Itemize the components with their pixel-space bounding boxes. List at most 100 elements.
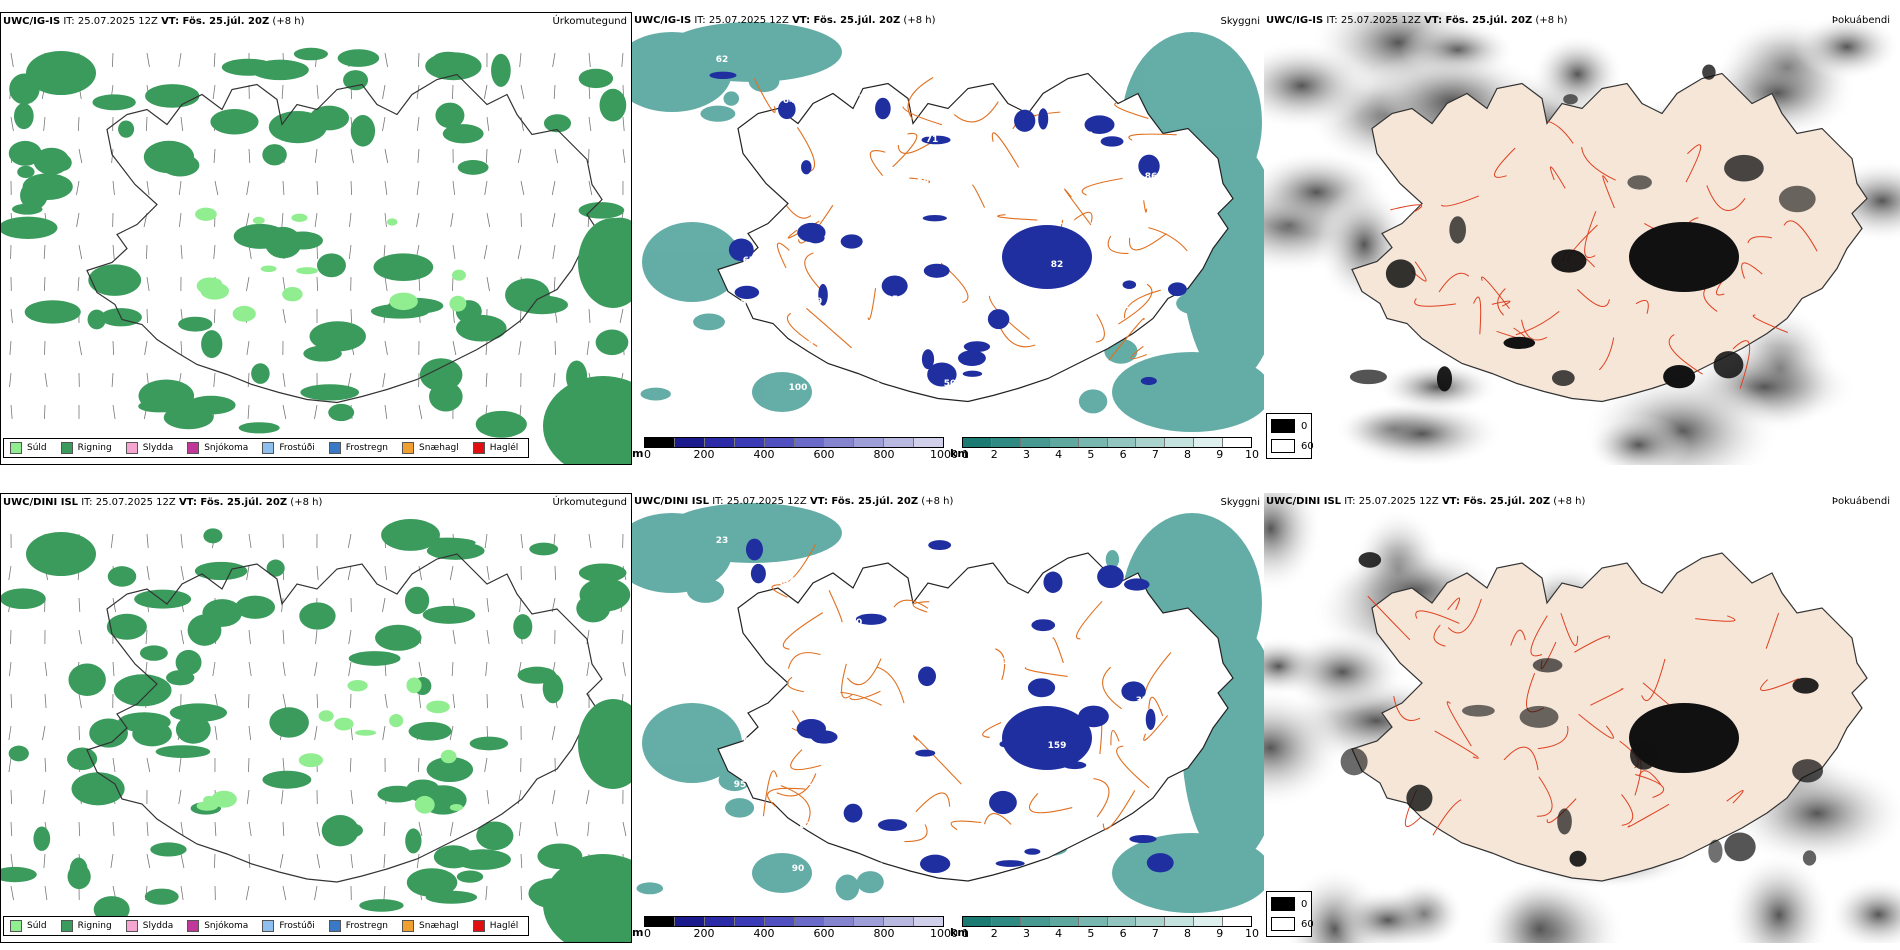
colorbar-tick-label: 200 <box>693 448 715 461</box>
colorbar-bin <box>884 917 915 926</box>
colorbar-bin <box>1165 438 1195 447</box>
colorbar-tick-label: 600 <box>813 927 835 940</box>
colorbar-tick-label: 9 <box>1216 448 1224 461</box>
colorbar-bin <box>1020 917 1050 926</box>
panel-title: UWC/IG-IS IT: 25.07.2025 12Z VT: Fös. 25… <box>1266 15 1568 26</box>
drizzle-areas <box>195 207 467 322</box>
colorbar-bin <box>734 917 765 926</box>
colorbar-tick-label: 3 <box>1022 927 1030 940</box>
drizzle-areas <box>196 677 463 814</box>
colorbar-bin <box>1194 438 1224 447</box>
legend-item: Rigning <box>60 442 112 454</box>
cloud-base-label: 70 <box>850 618 863 628</box>
legend-swatch <box>472 920 485 932</box>
cloud-base-label: 58 <box>1011 90 1024 100</box>
legend-item: Frostúði <box>262 442 315 454</box>
legend-label: Haglél <box>489 921 519 931</box>
colorbar-bin <box>1194 917 1224 926</box>
colorbar-tick-label: 800 <box>873 927 895 940</box>
legend-item: Súld <box>10 920 47 932</box>
iceland-outline <box>717 552 1234 882</box>
panel-title: UWC/DINI ISL IT: 25.07.2025 12Z VT: Fös.… <box>1266 496 1586 507</box>
legend-item: Frostregn <box>328 920 389 932</box>
cloud-base-label: 36 <box>1118 782 1131 792</box>
legend-item: Frostúði <box>262 920 315 932</box>
fog-legend-item: 0 <box>1271 897 1307 911</box>
fog-legend-item: 60 <box>1271 439 1314 453</box>
colorbar-bin <box>1107 917 1137 926</box>
colorbar-bin <box>963 917 992 926</box>
visibility-colorbar: 1 2 3 4 5 6 7 8 9 10 km <box>950 916 1259 940</box>
colorbar-bin <box>1020 438 1050 447</box>
cloud-base-label: 100 <box>789 383 808 393</box>
legend-item: Súld <box>10 442 47 454</box>
colorbar-bin <box>794 917 825 926</box>
colorbar-tick-label: 1000 <box>930 927 958 940</box>
panel-title: UWC/IG-IS IT: 25.07.2025 12Z VT: Fös. 25… <box>3 16 305 27</box>
colorbar-bin <box>764 917 795 926</box>
colorbar-bin <box>674 917 705 926</box>
legend-label: Frostregn <box>345 921 389 931</box>
cloud-base-label: 62 <box>926 616 939 626</box>
legend-swatch <box>60 442 73 454</box>
cloud-base-label: 71 <box>850 137 863 147</box>
legend-item: Haglél <box>472 920 519 932</box>
fog-legend-swatch <box>1271 419 1295 433</box>
cloud-base-label: 66 <box>734 299 747 309</box>
colorbar-bin <box>824 917 855 926</box>
cloud-base-label: 144 <box>914 659 933 669</box>
colorbar-tick-label: 4 <box>1055 927 1063 940</box>
legend-swatch <box>125 920 138 932</box>
fog-legend-item: 0 <box>1271 419 1307 433</box>
cloud-base-label: 600 <box>950 336 969 346</box>
panel-product-name: Þokuábendi <box>1831 15 1890 26</box>
colorbar-tick-label: 10 <box>1245 927 1259 940</box>
precip-legend: Súld Rigning Slydda Snjókoma Frostúði Frostre… <box>3 916 530 936</box>
rain-areas <box>1 47 631 447</box>
colorbar-strip <box>644 916 944 927</box>
legend-label: Snæhagl <box>419 921 459 931</box>
colorbar-bin <box>1078 438 1108 447</box>
cloud-base-label: 35 <box>886 295 899 305</box>
cloud-base-label: 60 <box>1127 739 1140 749</box>
cloud-base-label: 82 <box>1051 260 1064 270</box>
precip-legend: Súld Rigning Slydda Snjókoma Frostúði Frostre… <box>3 438 530 458</box>
legend-label: Haglél <box>489 443 519 453</box>
legend-item: Slydda <box>125 920 173 932</box>
vis-panel-1: UWC/IG-IS IT: 25.07.2025 12Z VT: Fös. 25… <box>632 12 1264 465</box>
colorbar-unit: km <box>950 447 969 460</box>
cloud-base-label: 52 <box>868 381 881 391</box>
colorbar-tick-label: 200 <box>693 927 715 940</box>
colorbar-strip <box>962 916 1252 927</box>
cloud-base-label: 51 <box>752 213 765 223</box>
legend-label: Súld <box>27 921 47 931</box>
legend-swatch <box>328 920 341 932</box>
colorbar-bin <box>674 438 705 447</box>
low-visibility-areas <box>632 22 1264 432</box>
panel-product-name: Úrkomutegund <box>552 16 627 27</box>
cloud-base-labels: 62 64 71 58 74 82 92 98 100 70 71 98 103 448 66 59 52 50 5… <box>716 55 1158 393</box>
colorbar-bin <box>1136 917 1166 926</box>
colorbar-bin <box>704 438 735 447</box>
cloud-base-label: 173 <box>1075 131 1094 141</box>
legend-label: Snjókoma <box>204 921 249 931</box>
colorbar-bin <box>854 438 885 447</box>
panel-title: UWC/DINI ISL IT: 25.07.2025 12Z VT: Fös.… <box>634 496 954 507</box>
panel-product-name: Skyggni <box>1220 16 1260 27</box>
colorbar-bin <box>1223 917 1252 926</box>
colorbar-bin <box>914 917 944 926</box>
colorbar-bin <box>824 438 855 447</box>
colorbar-tick-label: 800 <box>873 448 895 461</box>
colorbar-unit: m <box>632 447 644 460</box>
colorbar-unit: km <box>950 926 969 939</box>
cloud-base-label: 89 <box>1002 614 1015 624</box>
colorbar-tick-label: 10 <box>1245 448 1259 461</box>
cloud-base-label: 92 <box>1118 301 1131 311</box>
panel-product-name: Úrkomutegund <box>552 497 627 508</box>
cloud-base-label: 60 <box>1136 215 1149 225</box>
colorbar-bin <box>1165 917 1195 926</box>
legend-item: Snjókoma <box>187 920 248 932</box>
colorbar-tick-label: 8 <box>1184 927 1192 940</box>
colorbar-tick-label: 400 <box>753 448 775 461</box>
colorbar-bin <box>963 438 992 447</box>
